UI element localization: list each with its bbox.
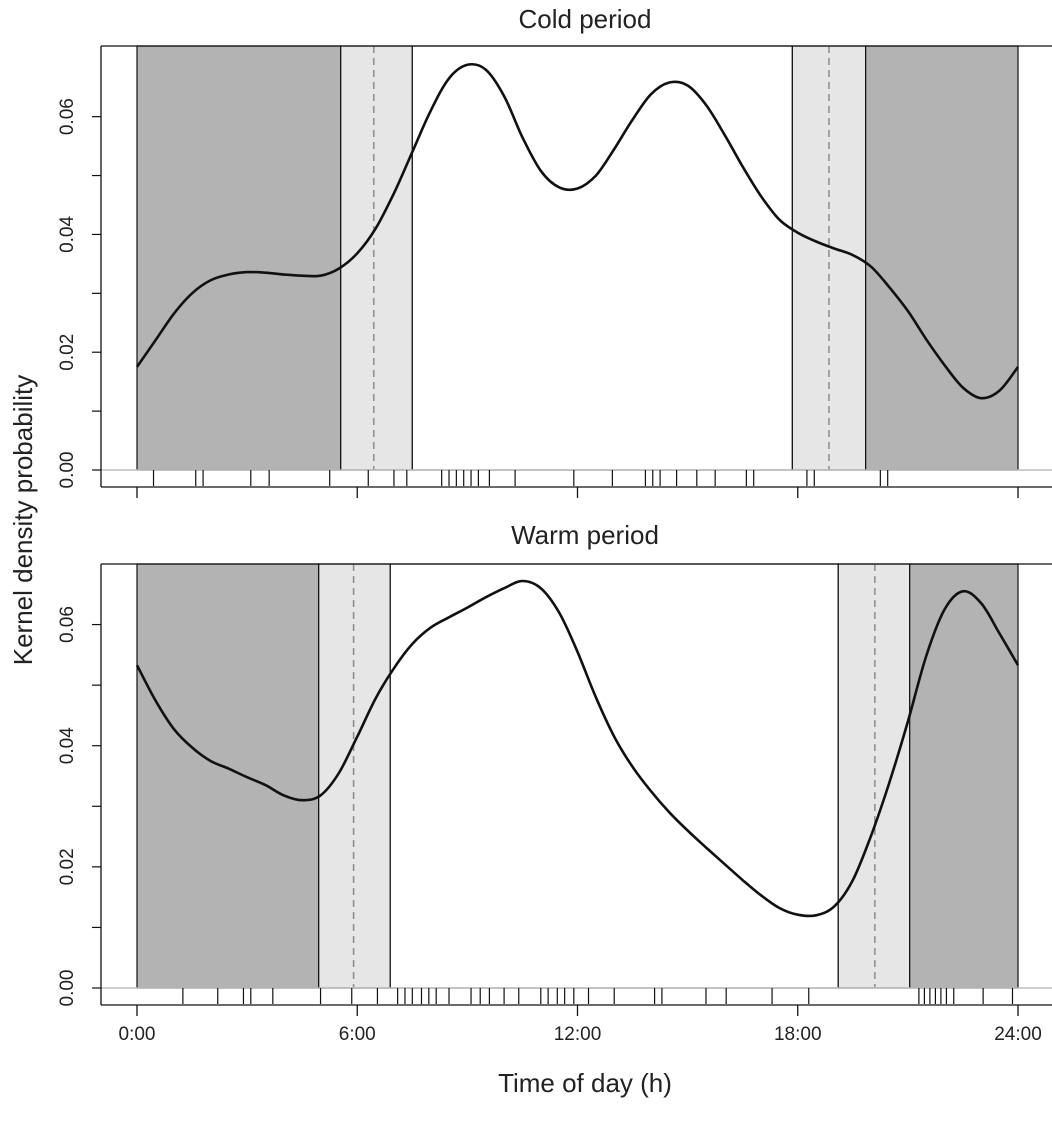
panel-cold: 0.00 0.02 0.04 0.06 Cold period — [57, 4, 1052, 498]
panel-title: Cold period — [519, 4, 652, 34]
y-tick-label: 0.06 — [57, 98, 78, 135]
x-tick-label: 12:00 — [554, 1024, 602, 1045]
density-curve — [135, 62, 1020, 400]
x-tick-label: 18:00 — [774, 1024, 822, 1045]
y-axis-title: Kernel density probability — [8, 375, 38, 666]
day-band — [411, 45, 793, 471]
twilight-band-dusk — [837, 563, 911, 989]
night-band-morning — [136, 563, 320, 989]
x-tick-label: 0:00 — [119, 1024, 156, 1045]
y-tick-label: 0.04 — [57, 216, 78, 253]
day-band — [389, 563, 839, 989]
y-tick-label: 0.02 — [57, 848, 78, 885]
y-tick-label: 0.06 — [57, 606, 78, 643]
y-tick-label: 0.00 — [57, 970, 78, 1007]
twilight-band-dawn — [318, 563, 391, 989]
x-tick-label: 24:00 — [994, 1024, 1042, 1045]
x-axis-title: Time of day (h) — [498, 1068, 672, 1098]
y-tick-label: 0.00 — [57, 452, 78, 489]
night-band-morning — [136, 45, 342, 471]
y-tick-label: 0.04 — [57, 727, 78, 764]
y-tick-label: 0.02 — [57, 334, 78, 371]
x-tick-label: 6:00 — [339, 1024, 376, 1045]
panel-title: Warm period — [511, 520, 659, 550]
panel-warm: 0.00 0.02 0.04 0.06 0:00 6:00 12:00 18:00 24:00 W… — [57, 520, 1052, 1045]
night-band-evening — [865, 45, 1019, 471]
density-curve — [135, 579, 1020, 918]
night-band-evening — [909, 563, 1019, 989]
